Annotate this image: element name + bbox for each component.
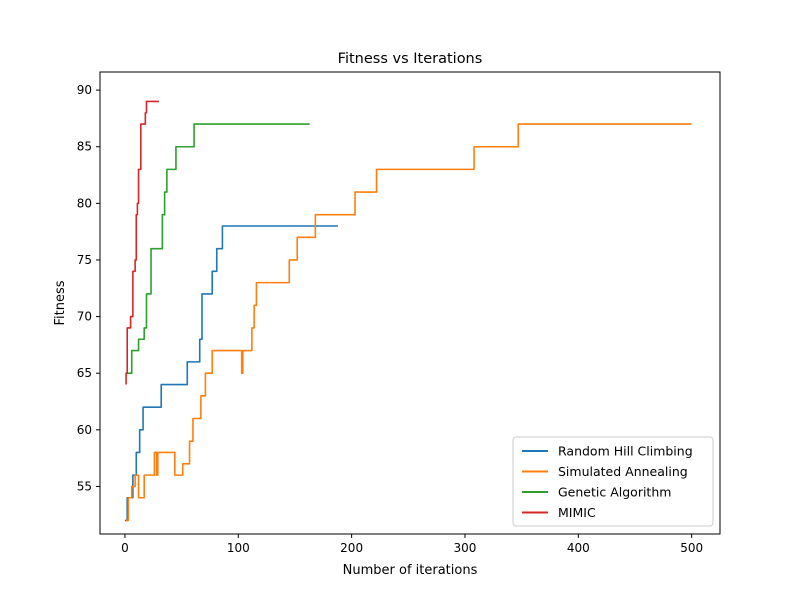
series-line-random-hill-climbing bbox=[124, 225, 339, 522]
x-axis: 0 100 200 300 400 500 bbox=[121, 534, 703, 555]
y-tick-label: 80 bbox=[77, 196, 92, 210]
series-line-mimic bbox=[125, 100, 159, 385]
legend-label-random-hill-climbing: Random Hill Climbing bbox=[558, 444, 693, 459]
y-tick-label: 85 bbox=[77, 140, 92, 154]
y-axis: 55 60 65 70 75 80 85 90 bbox=[77, 83, 100, 493]
legend-box bbox=[512, 436, 714, 527]
y-tick-label: 55 bbox=[77, 479, 92, 493]
y-tick-label: 75 bbox=[77, 253, 92, 267]
series-lines bbox=[124, 100, 692, 522]
legend-label-simulated-annealing: Simulated Annealing bbox=[558, 464, 688, 479]
chart-title: Fitness vs Iterations bbox=[338, 51, 483, 67]
x-tick-label: 100 bbox=[227, 541, 250, 555]
x-tick-label: 500 bbox=[680, 541, 703, 555]
legend-items: Random Hill Climbing Simulated Annealing G… bbox=[522, 444, 693, 520]
x-tick-label: 400 bbox=[567, 541, 590, 555]
plot-frame bbox=[99, 71, 721, 535]
y-tick-label: 90 bbox=[77, 83, 92, 97]
legend-label-genetic-algorithm: Genetic Algorithm bbox=[558, 485, 671, 500]
x-tick-label: 300 bbox=[454, 541, 477, 555]
series-line-genetic-algorithm bbox=[127, 123, 310, 375]
series-line-simulated-annealing bbox=[126, 123, 692, 522]
legend-label-mimic: MIMIC bbox=[558, 505, 596, 520]
x-axis-label: Number of iterations bbox=[343, 563, 478, 578]
y-tick-label: 70 bbox=[77, 310, 92, 324]
legend: Random Hill Climbing Simulated Annealing G… bbox=[512, 436, 714, 527]
plot-area: 0 100 200 300 400 500 55 60 65 70 75 80 85 90 bbox=[77, 71, 721, 555]
y-tick-label: 60 bbox=[77, 423, 92, 437]
x-tick-label: 200 bbox=[340, 541, 363, 555]
y-tick-label: 65 bbox=[77, 366, 92, 380]
x-tick-label: 0 bbox=[121, 541, 129, 555]
y-axis-label: Fitness bbox=[53, 280, 68, 325]
